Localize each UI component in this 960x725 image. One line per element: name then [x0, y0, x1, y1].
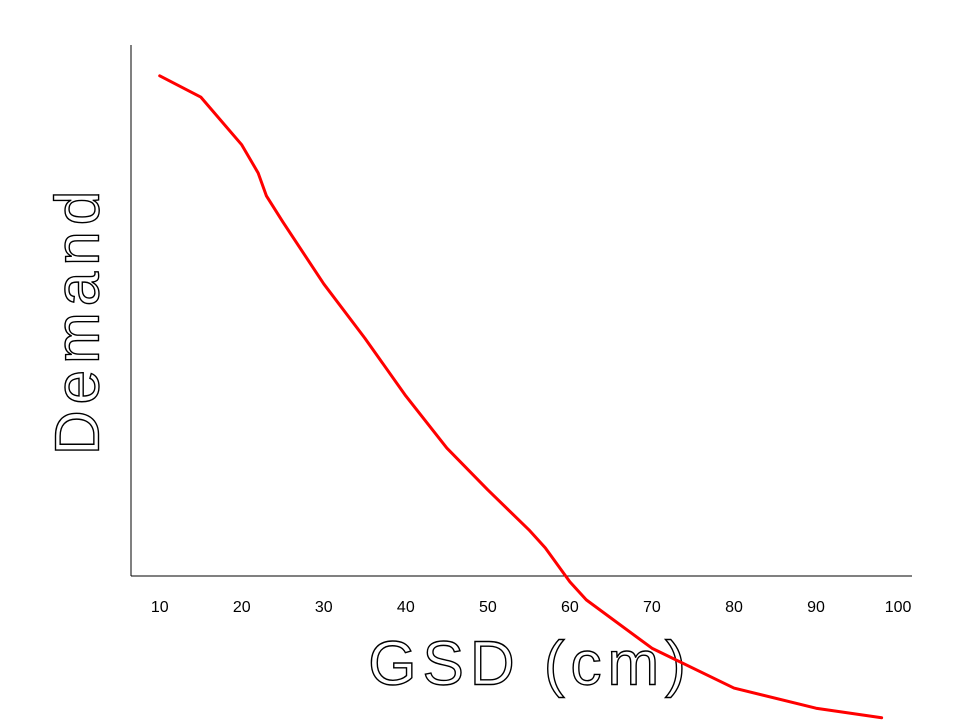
- line-series: [158, 74, 884, 720]
- y-axis-label: Demand: [43, 185, 112, 455]
- x-tick-label: 50: [479, 599, 497, 616]
- x-axis-label: GSD (cm): [368, 629, 692, 698]
- x-tick-label: 60: [561, 599, 579, 616]
- x-tick-label: 10: [151, 599, 169, 616]
- x-tick-label: 80: [725, 599, 743, 616]
- x-tick-label: 40: [397, 599, 415, 616]
- x-tick-label: 100: [885, 599, 912, 616]
- x-tick-label: 30: [315, 599, 333, 616]
- x-tick-label: 20: [233, 599, 251, 616]
- x-tick-label: 70: [643, 599, 661, 616]
- x-tick-label: 90: [807, 599, 825, 616]
